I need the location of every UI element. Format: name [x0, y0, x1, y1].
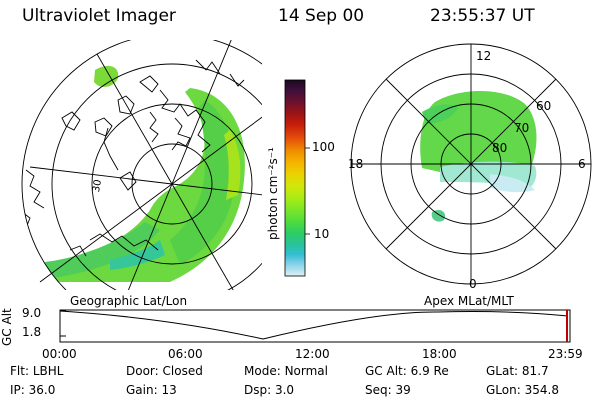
- altitude-plot-frame: [59, 309, 571, 343]
- left-map-caption: Geographic Lat/Lon: [70, 294, 188, 308]
- info-flt: Flt: LBHL: [10, 364, 64, 378]
- mlt-label-0: 0: [469, 277, 477, 291]
- colorbar: [284, 79, 310, 277]
- info-ip: IP: 36.0: [10, 383, 56, 397]
- info-glon: GLon: 354.8: [486, 383, 559, 397]
- date-label: 14 Sep 00: [278, 6, 365, 26]
- altitude-ylabel: GC Alt: [0, 308, 14, 346]
- mlt-label-18: 18: [348, 157, 363, 171]
- meridian-lines: [29, 40, 262, 290]
- geographic-map: 30: [21, 40, 262, 290]
- mlt-lines: [351, 44, 591, 284]
- altitude-xtick-1800: 18:00: [422, 347, 457, 361]
- info-mode: Mode: Normal: [244, 364, 328, 378]
- mlat-label-80: 80: [492, 141, 507, 155]
- altitude-xtick-1200: 12:00: [295, 347, 330, 361]
- colorbar-tick-10: 10: [314, 227, 330, 241]
- colorbar-gradient: [284, 79, 306, 277]
- info-seq: Seq: 39: [365, 383, 411, 397]
- right-map-caption: Apex MLat/MLT: [424, 294, 514, 308]
- info-dsp: Dsp: 3.0: [244, 383, 295, 397]
- altitude-ytick-min: 1.8: [22, 325, 42, 339]
- mlt-label-6: 6: [578, 157, 586, 171]
- latitude-tick-label: 30: [91, 179, 104, 193]
- colorbar-tick-100: 100: [312, 140, 335, 154]
- info-glat: GLat: 81.7: [486, 364, 549, 378]
- altitude-xtick-0600: 06:00: [168, 347, 203, 361]
- info-gain: Gain: 13: [126, 383, 177, 397]
- magnetic-polar-map: 12 18 6 0 60 70 80: [348, 43, 592, 291]
- altitude-ytick-max: 9.0: [22, 306, 42, 320]
- aurora-patch: [431, 209, 446, 222]
- instrument-title: Ultraviolet Imager: [22, 6, 176, 26]
- altitude-xtick-2359: 23:59: [548, 347, 583, 361]
- latitude-circles: [21, 40, 262, 290]
- altitude-curve: [59, 310, 569, 340]
- colorbar-unit-label: photon cm⁻²s⁻¹: [266, 147, 280, 240]
- time-label: 23:55:37 UT: [430, 6, 535, 26]
- mlt-label-12: 12: [476, 49, 491, 63]
- altitude-plot: [59, 309, 571, 343]
- info-gc-alt: GC Alt: 6.9 Re: [365, 364, 449, 378]
- info-door: Door: Closed: [126, 364, 203, 378]
- altitude-xtick-0000: 00:00: [42, 347, 77, 361]
- mlat-label-60: 60: [536, 99, 551, 113]
- mlat-label-70: 70: [514, 121, 529, 135]
